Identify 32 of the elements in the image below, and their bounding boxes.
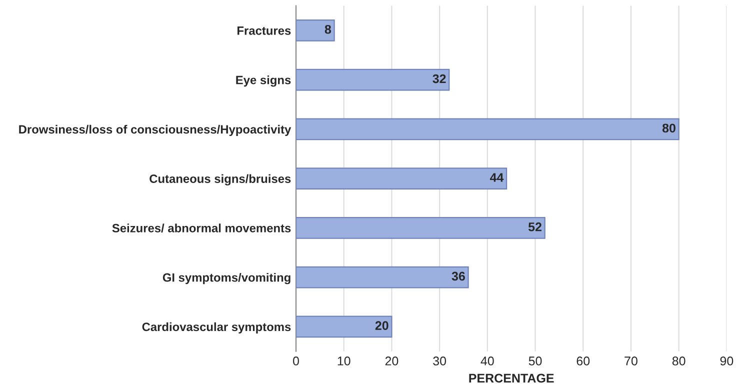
x-tick-label: 80	[672, 356, 686, 366]
x-tick-label: 10	[338, 356, 350, 366]
y-tick-label: Fractures	[238, 26, 291, 35]
x-tick-label: 90	[720, 356, 734, 366]
x-tick-label: 50	[528, 356, 542, 366]
y-tick-label: Seizures/ abnormal movements	[112, 224, 291, 232]
bar	[296, 68, 450, 91]
data-label: 44	[490, 173, 504, 182]
bar	[296, 118, 680, 140]
y-tick-label: Eye signs	[236, 75, 291, 87]
x-axis-title: PERCENTAGE	[469, 374, 554, 383]
bar	[296, 217, 546, 239]
y-tick-label: Cardiovascular symptoms	[142, 322, 291, 334]
y-tick-label: Cutaneous signs/bruises	[150, 174, 291, 186]
y-tick-label: Drowsiness/loss of consciousness/Hypoactivity	[19, 124, 292, 136]
bar	[296, 266, 469, 288]
bar	[296, 168, 508, 190]
x-tick-label: 40	[480, 356, 494, 366]
x-tick-label: 20	[385, 356, 398, 366]
bar	[296, 20, 335, 42]
data-label: 8	[324, 24, 332, 34]
bar	[296, 316, 392, 338]
y-tick-label: GI symptoms/vomiting	[162, 272, 290, 284]
data-label: 80	[662, 124, 676, 133]
data-label: 36	[452, 272, 465, 281]
x-tick-label: 60	[576, 356, 590, 366]
x-tick-label: 70	[624, 356, 638, 366]
data-label: 20	[375, 321, 388, 330]
data-label: 32	[432, 74, 446, 84]
x-tick-label: 0	[293, 356, 299, 366]
x-tick-label: 30	[433, 356, 446, 366]
data-label: 52	[528, 222, 542, 232]
